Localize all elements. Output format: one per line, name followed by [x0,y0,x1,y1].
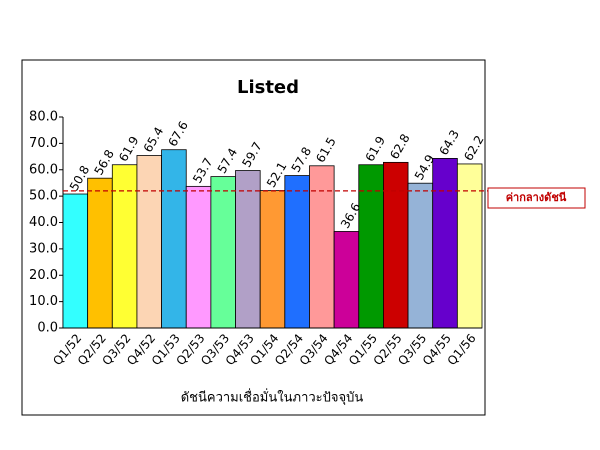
bar [432,158,458,329]
bar [62,193,89,329]
bar [333,231,360,329]
bar [161,149,187,329]
y-tick-label: 50.0 [29,189,58,204]
bar [284,175,310,329]
bar [407,182,434,329]
bar [235,170,261,329]
y-tick-label: 20.0 [29,268,58,283]
y-tick-label: 30.0 [29,241,58,256]
y-tick-label: 80.0 [29,110,58,125]
reference-label: ค่ากลางดัชนี [506,191,567,204]
y-tick-label: 0.0 [37,321,58,336]
reference-label-box [487,187,586,209]
bar [309,165,335,329]
y-tick-label: 40.0 [29,215,58,230]
bar [185,185,212,329]
bar [136,155,162,329]
bar [456,163,483,329]
bar [111,164,138,329]
chart-title: Listed [237,77,299,98]
bar [383,161,409,329]
bar [87,177,113,329]
y-tick-label: 10.0 [29,294,58,309]
bar [259,190,286,329]
x-axis-title: ดัชนีความเชื่อมั่นในภาวะปัจจุบัน [181,389,364,406]
bar [210,176,236,329]
y-tick-label: 70.0 [29,136,58,151]
bar [358,164,384,329]
y-tick-label: 60.0 [29,162,58,177]
